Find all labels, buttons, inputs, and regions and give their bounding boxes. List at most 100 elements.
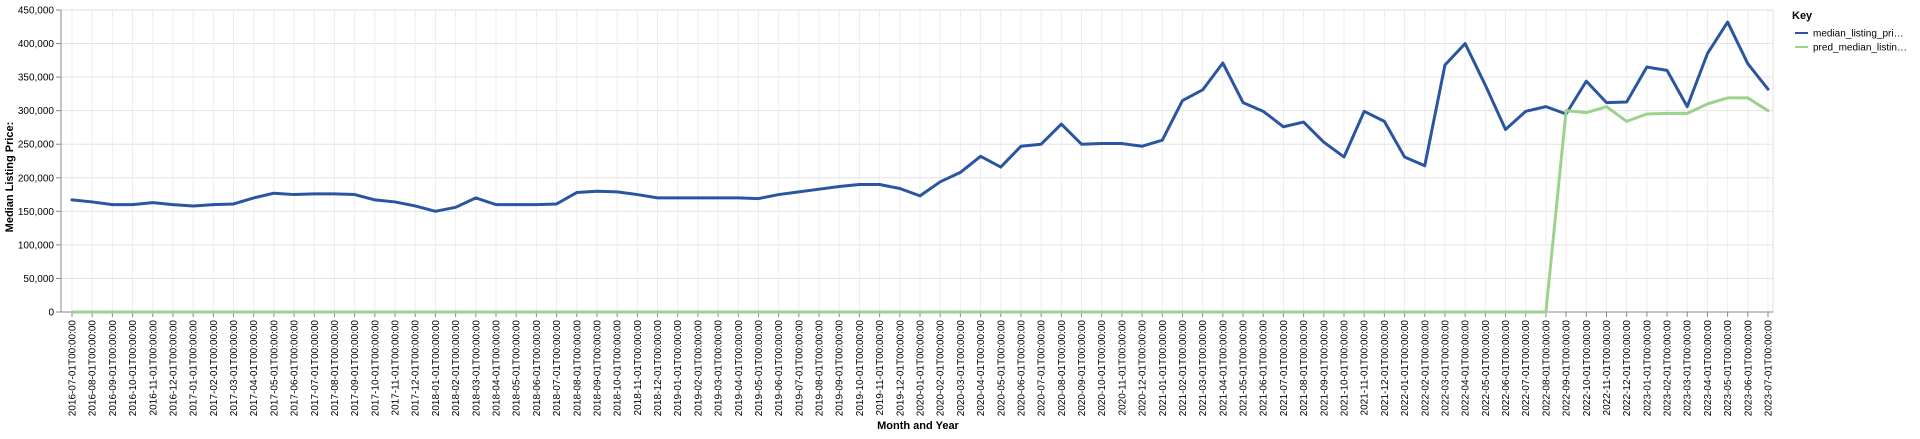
x-axis: 2016-07-01T00:00:00 2016-08-01T00:00:00 20… [61, 311, 1775, 417]
x-tick-label: 2021-05-01T00:00:00 [1239, 320, 1250, 417]
data-point [596, 311, 598, 313]
x-tick-label: 2019-01-01T00:00:00 [673, 320, 684, 417]
x-tick-label: 2019-12-01T00:00:00 [895, 320, 906, 417]
data-point [1484, 84, 1487, 86]
data-point [293, 193, 295, 196]
x-tick-label: 2018-08-01T00:00:00 [572, 320, 583, 417]
data-point [1040, 143, 1042, 146]
data-point [1646, 66, 1648, 68]
data-point [313, 311, 316, 313]
x-tick-label: 2018-02-01T00:00:00 [451, 320, 462, 417]
x-tick-label: 2016-08-01T00:00:00 [88, 320, 99, 417]
data-point [575, 191, 578, 194]
data-point [475, 197, 477, 199]
data-point [1686, 105, 1689, 108]
data-point [999, 311, 1002, 313]
data-point [1363, 110, 1365, 113]
data-point [394, 311, 396, 313]
plot-border [60, 9, 1774, 313]
x-tick-label: 2018-07-01T00:00:00 [552, 320, 563, 417]
data-point [353, 311, 356, 313]
legend-items: median_listing_pri… pred_median_listin… [1795, 29, 1907, 54]
data-point [535, 203, 538, 206]
x-tick-label: 2020-12-01T00:00:00 [1138, 320, 1149, 417]
data-point [252, 311, 255, 313]
data-point [434, 210, 437, 213]
x-tick-label: 2019-02-01T00:00:00 [693, 320, 704, 417]
x-tick-label: 2019-04-01T00:00:00 [734, 320, 745, 417]
gridlines [60, 9, 1774, 313]
data-point [858, 311, 861, 313]
data-point [1686, 112, 1689, 115]
x-tick-label: 2016-07-01T00:00:00 [68, 320, 79, 417]
data-point [1323, 311, 1325, 313]
x-tick-label: 2020-11-01T00:00:00 [1117, 320, 1128, 416]
data-point [1646, 113, 1648, 115]
data-point [798, 311, 800, 313]
x-tick-label: 2017-06-01T00:00:00 [290, 320, 301, 417]
data-point [1504, 128, 1507, 131]
y-tick-label: 250,000 [18, 140, 55, 151]
x-tick-label: 2023-05-01T00:00:00 [1723, 320, 1734, 417]
x-tick-label: 2020-09-01T00:00:00 [1077, 320, 1088, 417]
x-tick-label: 2022-09-01T00:00:00 [1562, 320, 1573, 417]
data-point [737, 197, 740, 199]
data-point [1605, 101, 1608, 104]
x-tick-label: 2021-02-01T00:00:00 [1178, 320, 1189, 417]
data-point [1747, 62, 1749, 65]
x-tick-label: 2021-09-01T00:00:00 [1319, 320, 1330, 417]
x-tick-label: 2020-01-01T00:00:00 [916, 320, 927, 417]
x-tick-label: 2020-05-01T00:00:00 [996, 320, 1007, 417]
data-point [697, 311, 699, 313]
data-point [1181, 311, 1184, 313]
x-tick-label: 2019-10-01T00:00:00 [855, 320, 866, 417]
data-point [454, 206, 457, 209]
data-point [1585, 111, 1588, 114]
x-tick-label: 2023-06-01T00:00:00 [1743, 320, 1754, 417]
y-tick-label: 400,000 [18, 39, 55, 50]
x-tick-label: 2018-12-01T00:00:00 [653, 320, 664, 417]
data-point [737, 311, 740, 313]
data-point [374, 199, 376, 201]
data-point [1767, 109, 1769, 112]
x-tick-label: 2022-05-01T00:00:00 [1481, 320, 1492, 417]
y-axis-title: Median Listing Price: [4, 122, 16, 233]
data-point [192, 311, 194, 313]
data-point [172, 311, 174, 313]
data-point [656, 197, 659, 199]
data-point [1545, 105, 1547, 108]
data-point [1323, 141, 1325, 144]
x-tick-label: 2017-01-01T00:00:00 [189, 320, 200, 417]
data-point [1625, 120, 1628, 123]
data-point [616, 311, 618, 313]
data-point [1444, 64, 1446, 66]
data-point [414, 311, 417, 313]
x-tick-label: 2023-02-01T00:00:00 [1663, 320, 1674, 417]
data-point [1181, 99, 1184, 102]
x-tick-label: 2022-10-01T00:00:00 [1582, 320, 1593, 417]
data-point [1121, 142, 1123, 145]
data-point [1161, 139, 1164, 141]
x-tick-label: 2022-03-01T00:00:00 [1440, 320, 1451, 417]
data-point [434, 311, 437, 313]
data-point [1484, 311, 1487, 313]
x-tick-label: 2023-07-01T00:00:00 [1764, 320, 1775, 417]
data-point [1585, 80, 1588, 82]
x-tick-label: 2019-09-01T00:00:00 [835, 320, 846, 417]
x-tick-label: 2022-11-01T00:00:00 [1602, 320, 1613, 416]
data-point [212, 311, 215, 313]
legend-label-1: median_listing_pri… [1813, 29, 1904, 40]
data-point [1747, 97, 1749, 99]
data-point [1020, 311, 1022, 313]
data-point [555, 203, 558, 205]
data-point [1060, 311, 1063, 313]
x-tick-label: 2021-06-01T00:00:00 [1259, 320, 1270, 417]
x-tick-label: 2021-08-01T00:00:00 [1299, 320, 1310, 417]
x-tick-label: 2018-11-01T00:00:00 [633, 320, 644, 416]
x-tick-label: 2017-09-01T00:00:00 [350, 320, 361, 417]
x-tick-label: 2020-07-01T00:00:00 [1037, 320, 1048, 417]
data-point [939, 311, 941, 313]
data-point [878, 183, 881, 186]
data-point [858, 183, 861, 186]
